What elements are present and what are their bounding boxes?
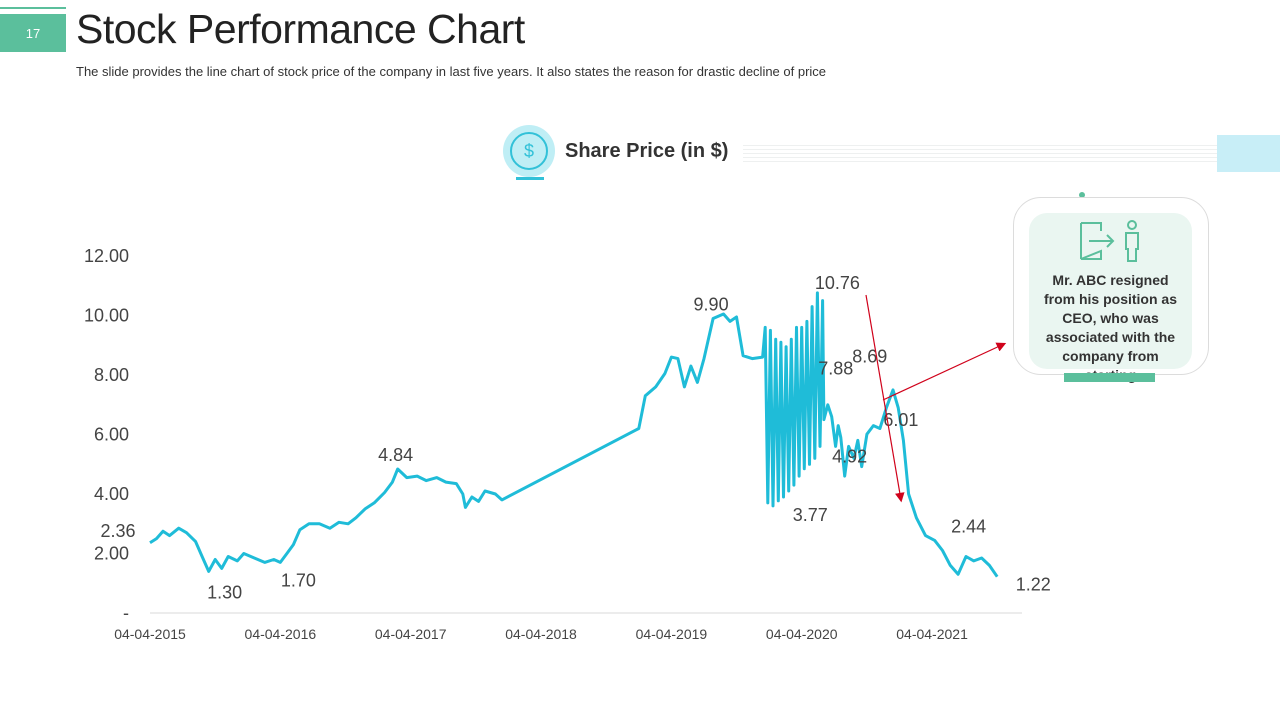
slide-number-accent-line — [0, 7, 66, 9]
slide-number-badge: 17 — [0, 14, 66, 52]
data-label: 1.70 — [281, 570, 316, 590]
y-tick-label: 6.00 — [94, 425, 129, 445]
data-label: 1.22 — [1016, 575, 1051, 595]
page-title: Stock Performance Chart — [76, 6, 525, 52]
x-tick-label: 04-04-2020 — [766, 626, 838, 642]
x-tick-label: 04-04-2019 — [636, 626, 708, 642]
chart-legend: $ Share Price (in $) — [503, 125, 1280, 185]
y-tick-label: 8.00 — [94, 365, 129, 385]
data-label: 3.77 — [793, 505, 828, 525]
y-tick-label: 12.00 — [84, 246, 129, 266]
data-label: 2.44 — [951, 516, 986, 536]
data-label: 4.92 — [832, 447, 867, 467]
data-label: 6.01 — [883, 410, 918, 430]
y-tick-label: - — [123, 603, 129, 623]
decorative-corner-block — [1217, 135, 1280, 172]
x-tick-label: 04-04-2018 — [505, 626, 577, 642]
slide-number: 17 — [25, 25, 41, 41]
x-tick-label: 04-04-2015 — [114, 626, 186, 642]
callout-connector-dot — [1079, 192, 1085, 198]
data-label: 1.30 — [207, 582, 242, 602]
dollar-coin-icon: $ — [503, 125, 555, 177]
legend-decorative-lines — [743, 145, 1218, 163]
x-tick-label: 04-04-2017 — [375, 626, 447, 642]
series-line — [149, 291, 999, 578]
data-label: 7.88 — [818, 359, 853, 379]
y-tick-label: 2.00 — [94, 544, 129, 564]
exit-person-icon — [1080, 220, 1139, 262]
callout-card: Mr. ABC resigned from his position as CE… — [1013, 197, 1209, 383]
data-label: 10.76 — [815, 273, 860, 293]
data-label: 4.84 — [378, 445, 413, 465]
y-tick-label: 10.00 — [84, 306, 129, 326]
x-tick-label: 04-04-2021 — [896, 626, 968, 642]
data-label: 2.36 — [100, 521, 135, 541]
decline-arrow — [865, 294, 905, 503]
x-tick-label: 04-04-2016 — [245, 626, 317, 642]
legend-label: Share Price (in $) — [565, 140, 729, 162]
data-label: 8.69 — [852, 346, 887, 366]
y-tick-label: 4.00 — [94, 484, 129, 504]
callout-arrow — [882, 342, 1007, 401]
page-subtitle: The slide provides the line chart of sto… — [76, 64, 827, 79]
callout-text: Mr. ABC resigned from his position as CE… — [1043, 272, 1177, 383]
data-label: 9.90 — [694, 294, 729, 314]
coin-underline — [516, 177, 544, 180]
callout-accent-bar — [1064, 373, 1155, 382]
